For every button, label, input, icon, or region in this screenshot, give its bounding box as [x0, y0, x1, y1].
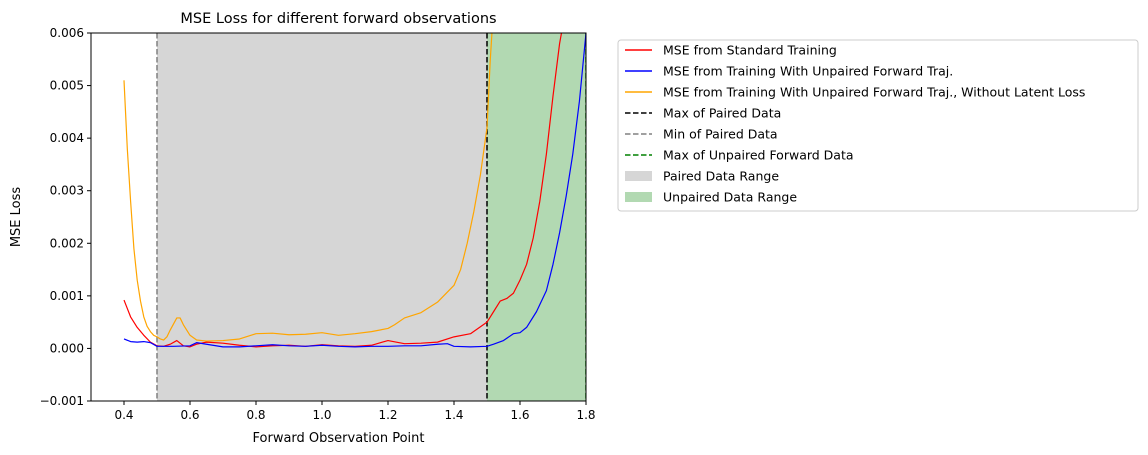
legend-label-5: Max of Unpaired Forward Data: [663, 148, 854, 163]
legend-swatch-6: [625, 171, 652, 181]
legend-label-7: Unpaired Data Range: [663, 190, 797, 205]
y-tick-label-6: 0.005: [50, 79, 84, 93]
legend-frame: [617, 39, 1139, 212]
x-tick-label-2: 0.8: [246, 408, 265, 422]
legend-label-6: Paired Data Range: [663, 169, 779, 184]
legend-swatch-7: [625, 192, 652, 202]
legend-label-3: Max of Paired Data: [663, 106, 781, 121]
x-axis-label: Forward Observation Point: [253, 431, 425, 446]
x-tick-label-6: 1.6: [510, 408, 529, 422]
legend-label-0: MSE from Standard Training: [663, 43, 837, 58]
x-tick-label-0: 0.4: [114, 408, 133, 422]
reference-lines: [156, 33, 586, 401]
chart-title: MSE Loss for different forward observati…: [180, 11, 496, 27]
y-tick-label-1: 0.000: [50, 341, 84, 355]
series-line-2: [123, 33, 493, 342]
legend-label-2: MSE from Training With Unpaired Forward …: [663, 85, 1085, 100]
x-tick-label-7: 1.8: [576, 408, 595, 422]
series-lines: [123, 33, 586, 348]
region-0: [157, 33, 487, 401]
y-axis-ticks: −0.001 0.000 0.001 0.002 0.003 0.004 0.005 0.00…: [40, 26, 91, 408]
x-tick-label-3: 1.0: [312, 408, 331, 422]
x-tick-label-5: 1.4: [444, 408, 463, 422]
plot-frame: [90, 32, 587, 402]
y-tick-label-5: 0.004: [50, 131, 84, 145]
x-tick-label-1: 0.6: [180, 408, 199, 422]
legend-label-4: Min of Paired Data: [663, 127, 778, 142]
legend-label-1: MSE from Training With Unpaired Forward …: [663, 64, 953, 79]
y-tick-label-4: 0.003: [50, 184, 84, 198]
series-line-1: [123, 33, 586, 348]
y-tick-label-3: 0.002: [50, 236, 84, 250]
legend: MSE from Standard Training MSE from Train…: [617, 39, 1139, 212]
y-axis-label: MSE Loss: [9, 187, 24, 248]
x-tick-label-4: 1.2: [378, 408, 397, 422]
x-axis-ticks: 0.4 0.6 0.8 1.0 1.2 1.4 1.6 1.8: [114, 401, 596, 422]
y-tick-label-0: −0.001: [40, 394, 84, 408]
y-tick-label-2: 0.001: [50, 289, 84, 303]
y-tick-label-7: 0.006: [50, 26, 84, 40]
